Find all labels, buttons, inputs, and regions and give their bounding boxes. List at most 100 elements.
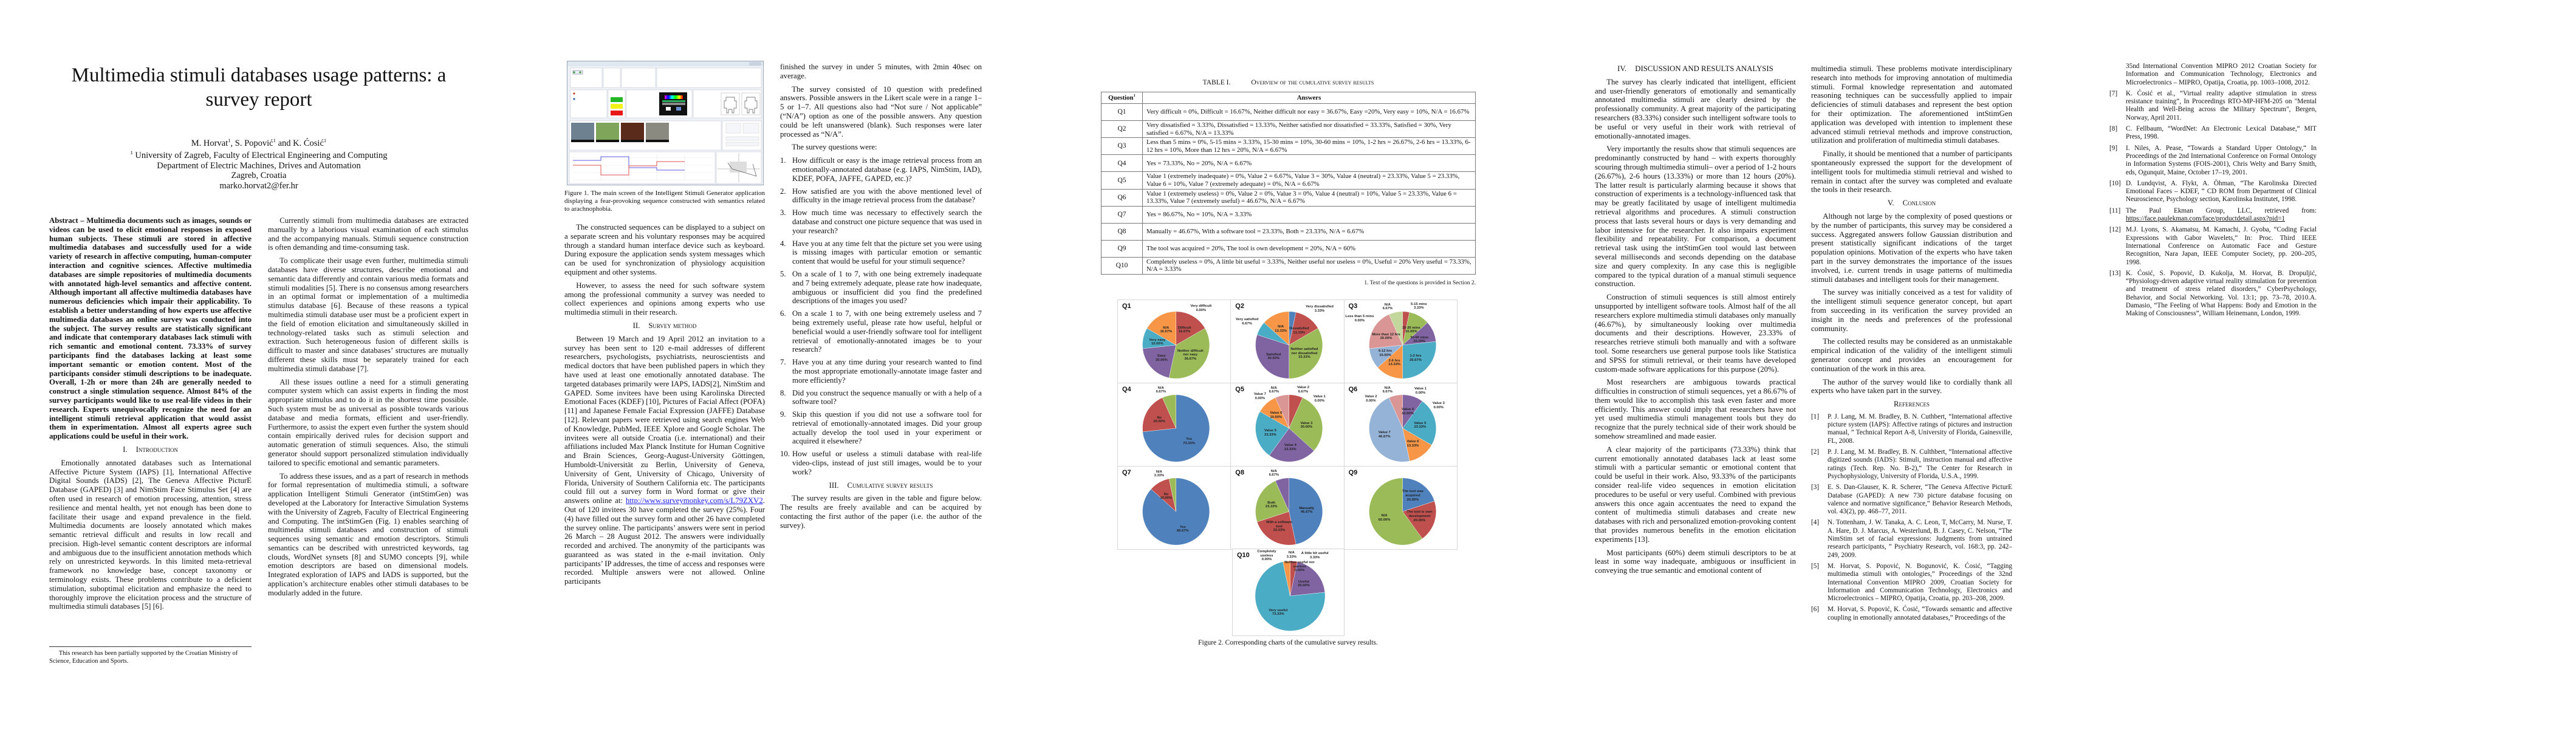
pie-slice: [1290, 561, 1326, 597]
question-id-cell: Q9: [1101, 239, 1143, 258]
slice-label-value: 6.67%: [1298, 389, 1309, 394]
slice-label-value: 20.00%: [1153, 420, 1166, 424]
slice-label-value: 46.67%: [1301, 510, 1313, 515]
section-heading-discussion: IV. DISCUSSION AND RESULTS ANALYSIS: [1595, 64, 1796, 74]
table-row: Q5 Value 1 (extremely inadequate) = 0%, V…: [1101, 171, 1476, 190]
table-row: Q3 Less than 5 mins = 0%, 5-15 mins = 3.3…: [1101, 137, 1476, 156]
slice-label-name: Value 6: [1270, 411, 1283, 416]
slice-label-value: 3.33%: [1315, 309, 1325, 313]
question-text: How difficult or easy is the image retri…: [792, 156, 982, 183]
table-caption: Overview of the cumulative survey result…: [1251, 79, 1374, 86]
reference-text: The Paul Ekman Group, LLC, retrieved fro…: [2126, 207, 2317, 214]
question-text: How useful or useless a stimuli database…: [792, 450, 982, 476]
slice-label-name: Very satisfied: [1236, 318, 1259, 322]
question-id-cell: Q10: [1101, 256, 1143, 275]
reference-number: [12]: [2109, 226, 2121, 234]
survey-link[interactable]: http://www.surveymonkey.com/s/L79ZXV2: [625, 496, 763, 505]
slice-label-value: 0.00%: [1415, 391, 1425, 395]
author-separator: ,: [230, 139, 235, 148]
pie-slice: [1402, 341, 1436, 379]
slice-label-value: 73.33%: [1183, 441, 1195, 445]
slice-label-name: No: [1157, 416, 1162, 420]
survey-question: 8. Did you construct the sequence manuall…: [780, 389, 982, 407]
pie-chart-q5: Value 3 30.00% Value 4 23.33% Value 5 23.33% V…: [1230, 383, 1345, 467]
question-number: 4.: [780, 239, 786, 248]
page2-column-right: finished the survey in under 5 minutes, …: [780, 63, 982, 535]
slice-label: N/A60.00%: [1378, 514, 1390, 522]
reference-text: M.J. Lyons, S. Akamatsu, M. Kamachi, J. …: [2126, 226, 2317, 266]
author-affil-mark: 1: [228, 137, 231, 144]
slice-label-name: Value 5: [1264, 429, 1277, 433]
slice-label: Value 330.00%: [1301, 422, 1313, 430]
slice-label-name: Value 4: [1284, 443, 1297, 448]
affil-mark: 1: [130, 149, 133, 156]
slice-label-name: Less than 5 mins: [1345, 315, 1374, 319]
slice-label-value: 46.67%: [1378, 434, 1391, 439]
slice-label-value: 10.00%: [1405, 330, 1417, 334]
section-title: DISCUSSION AND RESULTS ANALYSIS: [1635, 64, 1773, 73]
slice-label-value: 13.33%: [1293, 330, 1306, 335]
slice-label: N/A6.67%: [1382, 303, 1392, 311]
slice-label-name: 2-6 hrs: [1388, 358, 1400, 363]
pie-slice: [1168, 328, 1210, 379]
figure-1-app-screenshot: [567, 61, 764, 185]
pie-slice: [1283, 561, 1290, 597]
question-text: How satisfied are you with the above men…: [792, 187, 982, 205]
question-text: Have you at any time felt that the pictu…: [792, 239, 982, 266]
pie-slice: [1368, 477, 1422, 546]
slice-label-value: 16.67%: [1160, 330, 1173, 334]
slice-label-value: 13.33%: [1275, 329, 1287, 333]
slice-label-name: More than 12 hrs: [1371, 332, 1400, 337]
slice-label-value: 23.33%: [1264, 433, 1277, 437]
paragraph: The collected results may be considered …: [1811, 337, 2012, 373]
slice-label-value: 23.33%: [1414, 425, 1426, 430]
reference-item: [8] C. Fellbaum, “WordNet: An Electronic …: [2109, 125, 2317, 142]
page4-column-left: IV. DISCUSSION AND RESULTS ANALYSIS The s…: [1595, 64, 1796, 580]
reference-number: [9]: [2109, 144, 2118, 152]
paragraph: multimedia stimuli. These problems motiv…: [1811, 64, 2012, 145]
survey-question: 5. On a scale of 1 to 7, with one being e…: [780, 270, 982, 306]
question-text: Have you at any time during your researc…: [792, 358, 982, 385]
reference-item: [13] K. Ćosić, S. Popović, D. Kukolja, M.…: [2109, 270, 2317, 318]
section-number: I.: [123, 445, 128, 454]
survey-question: 9. Skip this question if you did not use …: [780, 410, 982, 446]
reference-link[interactable]: https://face.paulekman.com/face/productd…: [2126, 215, 2285, 223]
paragraph: Finally, it should be mentioned that a n…: [1811, 149, 2012, 194]
answers-cell: Manually = 46.67%, With a software tool …: [1142, 222, 1476, 241]
column-header-question: Question1: [1101, 92, 1143, 104]
page1-column-left: Abstract – Multimedia documents such as …: [49, 216, 252, 615]
survey-question: 1. How difficult or easy is the image ret…: [780, 156, 982, 183]
slice-label: N/A6.67%: [1156, 386, 1166, 394]
abstract-text: Multimedia documents such as images, sou…: [49, 216, 252, 441]
survey-question: 3. How much time was necessary to effecti…: [780, 208, 982, 235]
table-row: Q6 Value 1 (extremely useless) = 0%, Valu…: [1101, 188, 1476, 207]
slice-label-name: Value 6: [1406, 440, 1419, 444]
answers-cell: Very difficult = 0%, Difficult = 16.67%,…: [1142, 103, 1476, 121]
slice-label-name: With a software tool: [1266, 521, 1293, 529]
paragraph: Construction of stimuli sequences is sti…: [1595, 293, 1796, 374]
paragraph: Between 19 March and 19 April 2012 an in…: [564, 335, 765, 586]
reference-number: [8]: [2109, 125, 2118, 133]
question-number: 8.: [780, 388, 786, 397]
answers-cell: Completely useless = 0%, A little bit us…: [1142, 256, 1476, 275]
question-text: On a scale of 1 to 7, with one being ext…: [792, 269, 982, 306]
slice-label-value: 0.00%: [1314, 399, 1325, 403]
reference-item: [3] E. S. Dan-Glauser, K. R. Scherer, “Th…: [1811, 484, 2012, 516]
reference-item: [9] I. Niles, A. Pease, “Towards a Standa…: [2109, 145, 2317, 177]
pie-slice: [1402, 401, 1436, 445]
slice-label: Value 10.00%: [1314, 395, 1326, 403]
slice-label-name: Value 1: [1314, 395, 1326, 399]
